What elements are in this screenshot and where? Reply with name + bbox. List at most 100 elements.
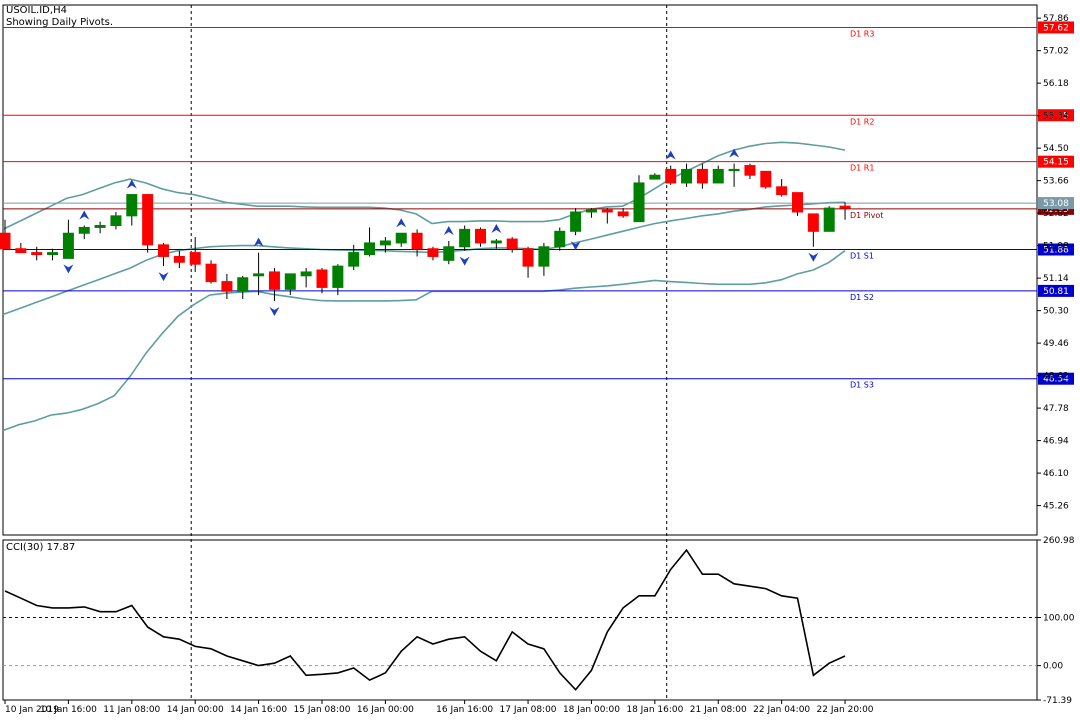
pivot-price-label-d1-s3: 48.54 <box>1043 375 1069 385</box>
price-tick-label: 50.30 <box>1043 307 1069 317</box>
price-tick-label: 51.14 <box>1043 274 1069 284</box>
candle-body <box>94 225 106 228</box>
pivot-price-box-d1-r2 <box>1038 109 1074 122</box>
bollinger-upper-line <box>2 141 846 231</box>
time-tick-label: 21 Jan 08:00 <box>690 705 747 715</box>
pivot-price-label-d1-r2: 55.35 <box>1043 111 1069 121</box>
time-tick-label: 11 Jan 08:00 <box>103 705 160 715</box>
time-tick-label: 22 Jan 20:00 <box>817 705 874 715</box>
pivot-price-box-d1-r1 <box>1038 155 1074 168</box>
price-tick-label: 57.02 <box>1043 47 1069 57</box>
candle-body <box>173 255 185 263</box>
candle-body <box>760 170 772 188</box>
chart-title: USOIL.ID,H4 <box>6 5 67 16</box>
candle-body <box>807 213 819 232</box>
candle-body <box>395 232 407 244</box>
candle-body <box>221 281 233 292</box>
pivot-price-label-d1-s2: 50.81 <box>1043 287 1069 297</box>
candle-body <box>475 228 486 244</box>
candle-body <box>696 168 708 184</box>
fractal-up-arrow <box>253 237 264 247</box>
candle-body <box>189 252 201 265</box>
pivot-name-d1-r3: D1 R3 <box>850 29 874 38</box>
time-tick-label: 14 Jan 16:00 <box>230 705 287 715</box>
candle-body <box>570 211 582 232</box>
candle-body <box>332 265 344 288</box>
candle-body <box>300 271 312 277</box>
price-tick-label: 52.82 <box>1043 209 1069 219</box>
candle-body <box>522 248 534 267</box>
fractal-down-arrow <box>808 252 819 262</box>
candle-body <box>0 232 11 250</box>
price-tick-label: 46.10 <box>1043 469 1069 479</box>
fractal-up-arrow <box>729 148 740 158</box>
candle-body <box>665 168 677 184</box>
candle-body <box>15 248 27 254</box>
bollinger-lower-line <box>2 250 846 432</box>
candle-body <box>649 174 661 180</box>
time-tick-label: 10 Jan 2019 <box>5 705 59 715</box>
price-tick-label: 49.46 <box>1043 339 1069 349</box>
candle-body <box>316 269 328 288</box>
time-tick-label: 16 Jan 16:00 <box>436 705 493 715</box>
candle-body <box>776 186 788 196</box>
price-tick-label: 55.34 <box>1043 112 1069 122</box>
candle-body <box>237 277 249 292</box>
candle-body <box>538 246 550 267</box>
chart-subtitle: Showing Daily Pivots. <box>6 17 113 28</box>
cci-tick-label: 0.00 <box>1043 662 1063 672</box>
candle-body <box>633 182 645 223</box>
candle-body <box>554 230 566 248</box>
candle-body <box>158 244 169 257</box>
fractal-down-arrow <box>570 241 581 251</box>
candle-body <box>205 263 217 283</box>
price-tick-label: 56.18 <box>1043 79 1069 89</box>
fractal-up-arrow <box>126 179 137 189</box>
candle-body <box>62 232 74 259</box>
cci-panel-frame <box>2 539 1038 701</box>
candle-body <box>364 242 376 256</box>
fractal-up-arrow <box>443 225 454 235</box>
pivot-name-d1-r2: D1 R2 <box>850 117 874 126</box>
candle-body <box>617 211 629 217</box>
time-tick-label: 10 Jan 16:00 <box>40 705 97 715</box>
candle-body <box>681 168 693 184</box>
candle-body <box>823 207 835 232</box>
pivot-price-label-d1-r3: 57.62 <box>1043 23 1069 33</box>
pivot-price-label-d1-pivot: 52.93 <box>1043 205 1069 215</box>
price-tick-label: 47.78 <box>1043 404 1069 414</box>
current-price-label: 53.08 <box>1043 199 1069 209</box>
fractal-up-arrow <box>79 210 90 220</box>
pivot-name-d1-r1: D1 R1 <box>850 164 874 173</box>
pivot-price-label-d1-r1: 54.15 <box>1043 158 1069 168</box>
price-tick-label: 46.94 <box>1043 437 1069 447</box>
candle-body <box>31 252 43 256</box>
time-tick-label: 22 Jan 04:00 <box>753 705 810 715</box>
time-tick-label: 18 Jan 16:00 <box>626 705 683 715</box>
pivot-price-label-d1-s1: 51.88 <box>1043 245 1069 255</box>
cci-tick-label: 260.98 <box>1043 536 1075 546</box>
price-tick-label: 51.98 <box>1043 242 1069 252</box>
pivot-price-box-d1-s2 <box>1038 284 1074 297</box>
price-panel-frame <box>2 4 1038 536</box>
pivot-price-box-d1-s1 <box>1038 243 1074 256</box>
pivot-price-box-d1-r3 <box>1038 21 1074 34</box>
time-tick-label: 15 Jan 08:00 <box>294 705 351 715</box>
cci-title: CCI(30) 17.87 <box>6 542 75 553</box>
time-tick-label: 16 Jan 00:00 <box>357 705 414 715</box>
candle-body <box>490 240 502 244</box>
candle-body <box>253 273 265 277</box>
candle-body <box>792 192 803 213</box>
current-price-box <box>1038 197 1074 210</box>
time-tick-label: 17 Jan 08:00 <box>500 705 557 715</box>
pivot-price-box-d1-s3 <box>1038 372 1074 385</box>
candle-body <box>268 271 280 290</box>
candle-body <box>585 209 597 213</box>
candle-body <box>601 209 613 213</box>
pivot-name-d1-s2: D1 S2 <box>850 293 874 302</box>
candle-body <box>728 168 740 172</box>
candle-body <box>506 238 518 250</box>
price-tick-label: 54.50 <box>1043 144 1069 154</box>
